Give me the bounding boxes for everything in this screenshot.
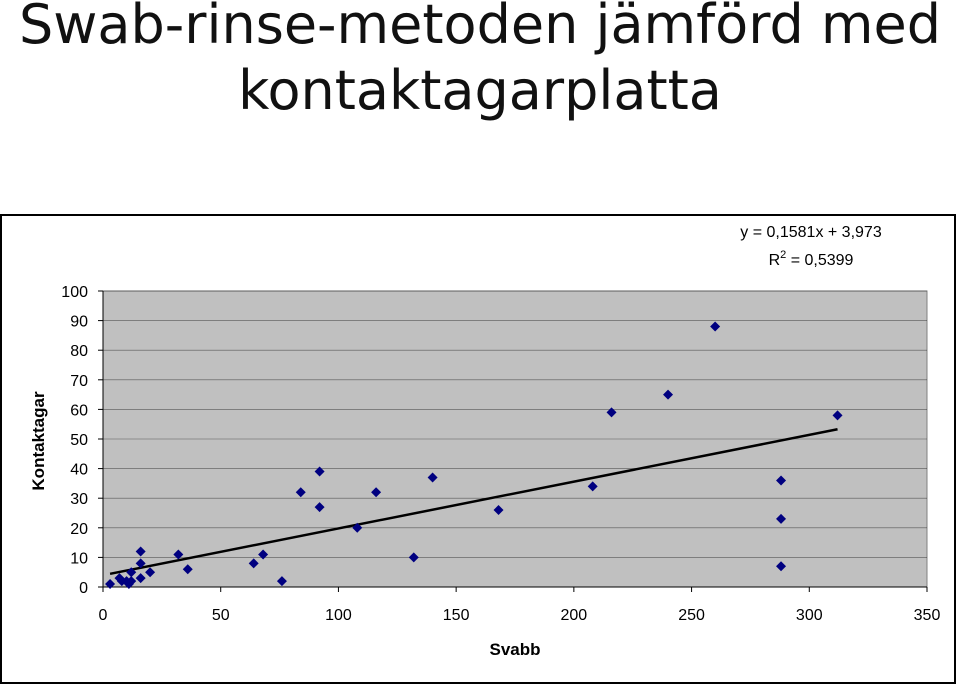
data-point-marker (710, 321, 721, 332)
y-tick-label: 40 (70, 462, 88, 479)
data-point-marker (135, 558, 146, 569)
x-tick-label: 350 (914, 607, 941, 624)
y-tick-label: 10 (70, 550, 88, 567)
trendline-r-squared: R2 = 0,5399 (769, 249, 854, 269)
y-tick-label: 70 (70, 373, 88, 390)
y-tick-label: 0 (79, 580, 88, 597)
y-tick-label: 60 (70, 402, 88, 419)
trendline (109, 428, 838, 576)
data-point-marker (314, 502, 325, 513)
data-point-marker (135, 546, 146, 557)
x-tick-label: 150 (443, 607, 470, 624)
data-point-marker (258, 549, 269, 560)
data-point-marker (606, 407, 617, 418)
data-point-marker (352, 522, 363, 533)
trendline-equation: y = 0,1581x + 3,973 (740, 224, 882, 241)
data-point-marker (182, 564, 193, 575)
data-point-marker (105, 579, 116, 590)
y-axis-title: Kontaktagar (29, 391, 48, 491)
data-point-marker (832, 410, 843, 421)
data-point-marker (248, 558, 259, 569)
data-point-marker (135, 573, 146, 584)
y-tick-label: 90 (70, 314, 88, 331)
slide-title-line1: Swab-rinse-metoden jämförd med (18, 0, 942, 56)
data-point-marker (173, 549, 184, 560)
data-point-marker (776, 561, 787, 572)
data-point-marker (145, 567, 156, 578)
x-tick-label: 0 (99, 607, 108, 624)
y-tick-label: 50 (70, 432, 88, 449)
y-tick-label: 80 (70, 343, 88, 360)
data-point-marker (493, 505, 504, 516)
x-tick-label: 100 (325, 607, 352, 624)
data-point-marker (371, 487, 382, 498)
data-point-marker (427, 472, 438, 483)
x-tick-label: 200 (561, 607, 588, 624)
data-point-marker (408, 552, 419, 563)
data-point-marker (314, 466, 325, 477)
y-tick-label: 20 (70, 521, 88, 538)
slide-title-line2: kontaktagarplatta (238, 59, 722, 122)
data-point-marker (776, 475, 787, 486)
x-tick-label: 250 (678, 607, 705, 624)
y-tick-label: 100 (61, 284, 88, 301)
slide-title: Swab-rinse-metoden jämförd med kontaktag… (0, 0, 960, 124)
x-tick-label: 300 (796, 607, 823, 624)
x-tick-label: 50 (212, 607, 230, 624)
data-point-marker (776, 513, 787, 524)
data-point-marker (295, 487, 306, 498)
x-axis-title: Svabb (489, 640, 540, 659)
data-point-marker (126, 567, 137, 578)
y-tick-label: 30 (70, 491, 88, 508)
data-point-marker (126, 576, 137, 587)
data-point-marker (276, 576, 287, 587)
data-point-marker (587, 481, 598, 492)
data-point-marker (663, 389, 674, 400)
